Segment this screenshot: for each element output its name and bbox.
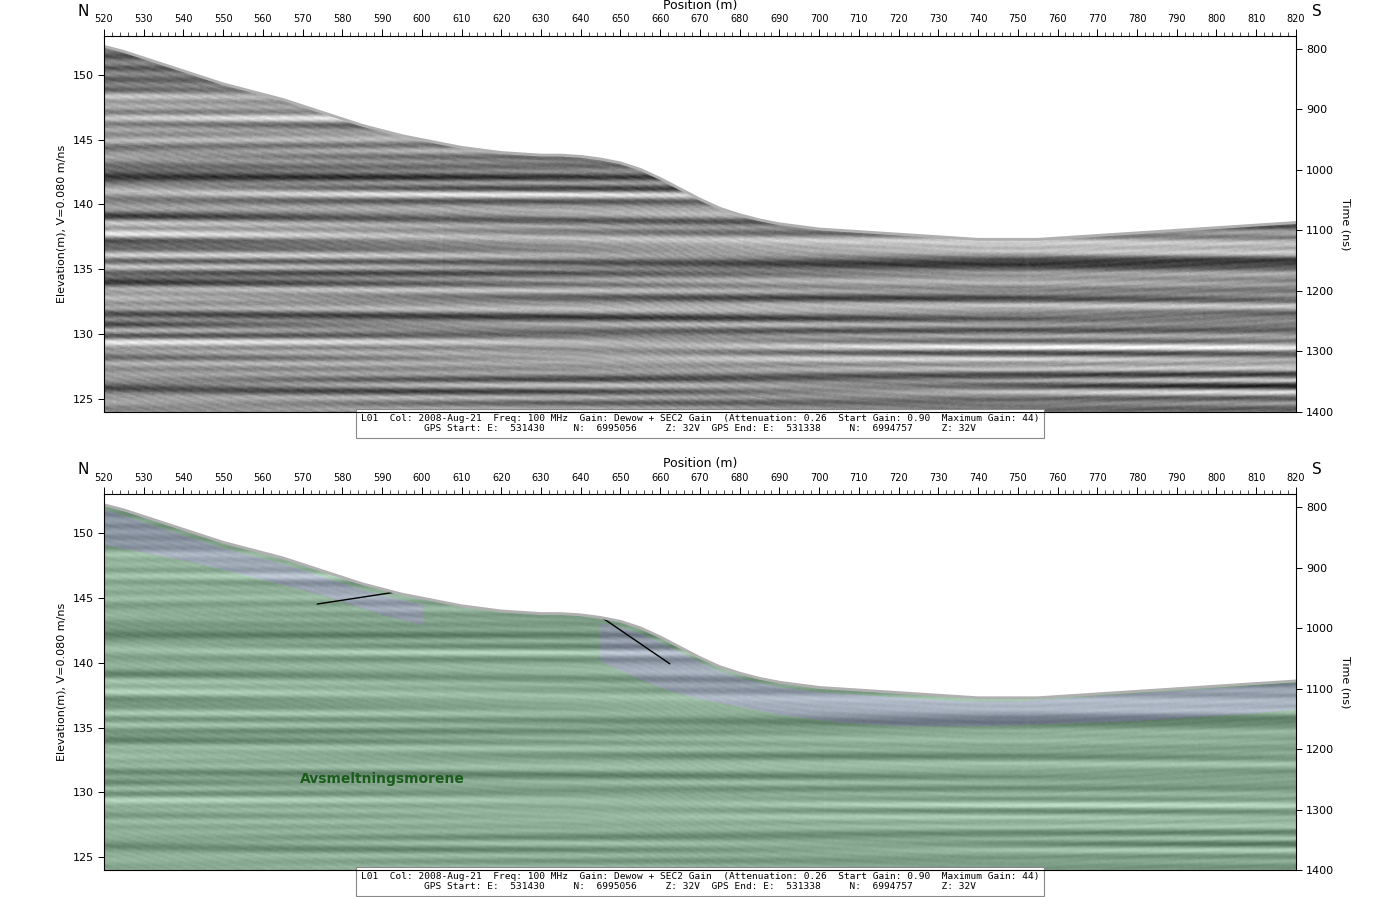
Text: Dødisgrop: Dødisgrop xyxy=(485,556,557,570)
X-axis label: Position (m): Position (m) xyxy=(663,0,737,12)
Text: L01  Col: 2008-Aug-21  Freq: 100 MHz  Gain: Dewow + SEC2 Gain  (Attenuation: 0.2: L01 Col: 2008-Aug-21 Freq: 100 MHz Gain:… xyxy=(360,414,1040,433)
Polygon shape xyxy=(104,23,1296,239)
Text: Avsmeltningsmorene: Avsmeltningsmorene xyxy=(299,772,464,787)
Text: L01  Col: 2008-Aug-21  Freq: 100 MHz  Gain: Dewow + SEC2 Gain  (Attenuation: 0.2: L01 Col: 2008-Aug-21 Freq: 100 MHz Gain:… xyxy=(360,872,1040,892)
Polygon shape xyxy=(104,482,1296,698)
X-axis label: Position (m): Position (m) xyxy=(663,457,737,470)
Text: S: S xyxy=(1313,462,1322,477)
Text: N: N xyxy=(78,4,89,19)
Y-axis label: Time (ns): Time (ns) xyxy=(1340,656,1350,709)
Text: S: S xyxy=(1313,4,1322,19)
Polygon shape xyxy=(104,505,1296,870)
Y-axis label: Elevation(m), V=0.080 m/ns: Elevation(m), V=0.080 m/ns xyxy=(57,144,67,303)
Y-axis label: Time (ns): Time (ns) xyxy=(1340,197,1350,250)
Y-axis label: Elevation(m), V=0.080 m/ns: Elevation(m), V=0.080 m/ns xyxy=(57,603,67,762)
Text: N: N xyxy=(78,462,89,477)
